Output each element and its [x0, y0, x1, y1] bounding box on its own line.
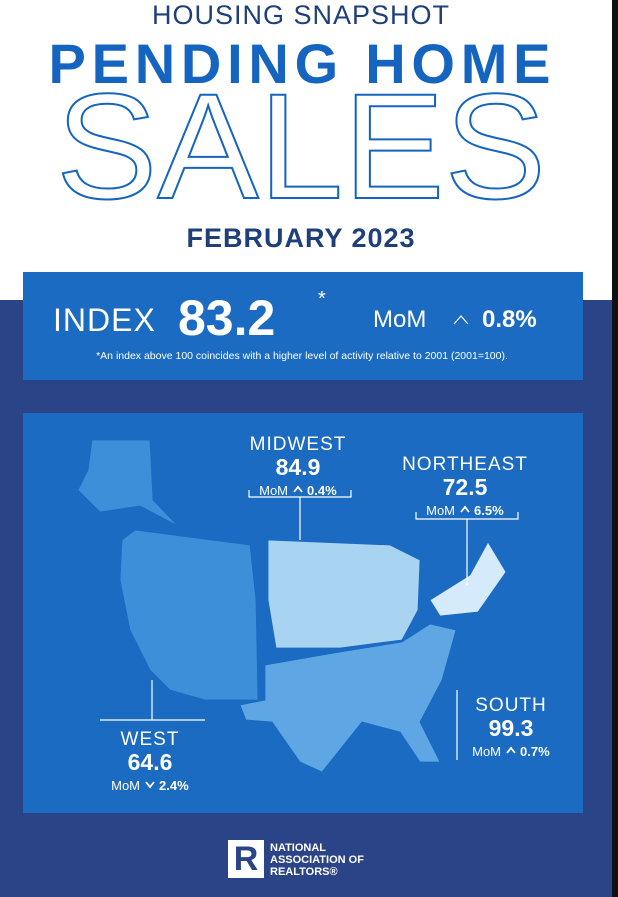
region-name: WEST: [121, 729, 180, 750]
up-arrow: [506, 746, 516, 754]
region-mom-label: MoM: [472, 744, 501, 759]
kicker: HOUSING SNAPSHOT: [152, 0, 450, 30]
index-value: 83.2: [178, 290, 275, 346]
midwest-region: [267, 539, 421, 649]
index-box: [23, 272, 583, 380]
region-mom-label: MoM: [259, 483, 288, 498]
region-mom-label: MoM: [426, 503, 455, 518]
up-arrow: [453, 315, 469, 325]
region-change: 0.4%: [307, 483, 337, 498]
index-label: INDEX: [53, 302, 156, 338]
callouts: [100, 490, 519, 760]
region-change: 6.5%: [474, 503, 504, 518]
alaska: [77, 439, 179, 527]
logo-mark: R: [234, 840, 259, 878]
logo-line: NATIONAL: [270, 842, 326, 854]
logo-box: [228, 840, 264, 878]
date: FEBRUARY 2023: [186, 223, 415, 253]
top-bg: [0, 0, 618, 300]
northeast-region: [429, 541, 507, 617]
region-value: 64.6: [128, 749, 173, 775]
south-region: [239, 623, 457, 773]
edge-strip: [612, 0, 618, 897]
northeast-leader: [415, 512, 519, 585]
midwest-leader: [248, 490, 352, 540]
region-change: 2.4%: [159, 778, 189, 793]
index-change: 0.8%: [482, 306, 537, 333]
title-large: SALES: [56, 62, 546, 230]
logo-line: REALTORS®: [270, 866, 338, 878]
region-change: 0.7%: [520, 744, 550, 759]
up-arrow: [460, 505, 470, 513]
logo-line: ASSOCIATION OF: [270, 854, 364, 866]
region-name: MIDWEST: [250, 434, 347, 455]
west-leader: [100, 680, 205, 721]
region-value: 72.5: [443, 474, 488, 500]
index-asterisk: *: [318, 288, 326, 310]
us-map: [77, 439, 507, 773]
region-name: NORTHEAST: [402, 454, 528, 475]
region-mom-label: MoM: [111, 778, 140, 793]
footnote: *An index above 100 coincides with a hig…: [96, 350, 508, 362]
region-name: SOUTH: [475, 695, 547, 716]
region-value: 84.9: [276, 454, 321, 480]
region-value: 99.3: [489, 715, 534, 741]
mom-label: MoM: [373, 306, 426, 333]
up-arrow: [293, 485, 303, 493]
down-arrow: [145, 781, 155, 789]
west-region: [119, 529, 259, 701]
